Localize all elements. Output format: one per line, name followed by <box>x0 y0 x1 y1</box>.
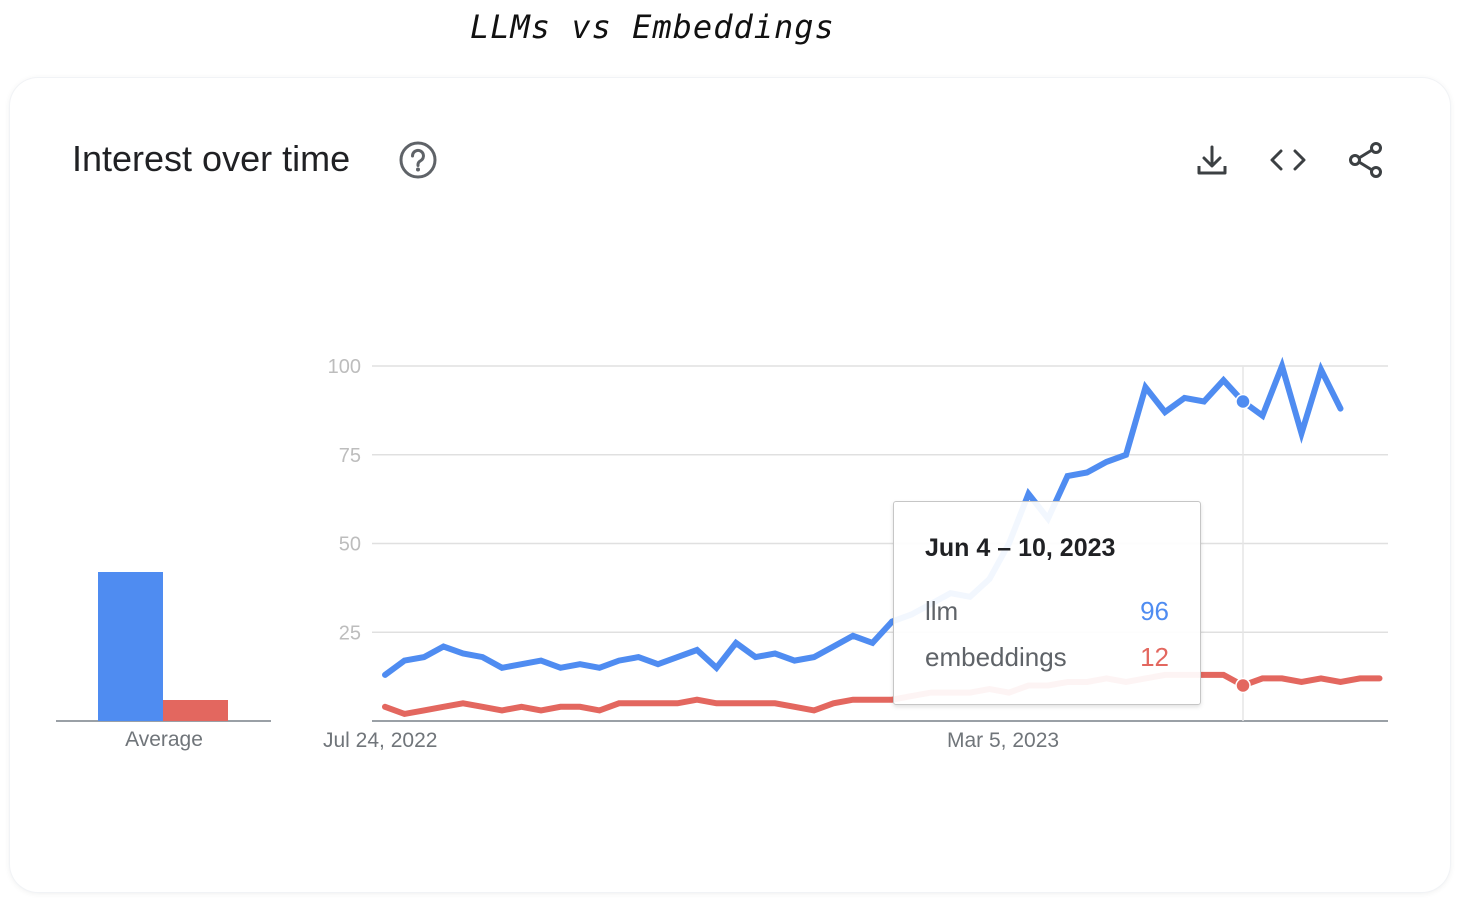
tooltip-series-value: 96 <box>1140 596 1169 626</box>
tooltip-row-embeddings: embeddings 12 <box>925 642 1169 673</box>
average-axis-line <box>56 720 271 722</box>
y-tick-label: 25 <box>339 622 361 644</box>
help-circle-icon[interactable] <box>398 140 438 180</box>
highlight-point-embeddings <box>1235 677 1251 694</box>
series-line-embeddings <box>382 671 1383 717</box>
y-tick-label: 75 <box>339 445 361 467</box>
tooltip-series-value: 12 <box>1140 642 1169 672</box>
average-label: Average <box>125 728 203 751</box>
card-title: Interest over time <box>72 138 351 179</box>
share-icon[interactable] <box>1346 140 1386 180</box>
y-tick-label: 50 <box>339 534 361 556</box>
tooltip-date: Jun 4 – 10, 2023 <box>925 534 1116 562</box>
download-icon[interactable] <box>1192 140 1232 180</box>
tooltip-series-name: embeddings <box>925 642 1067 672</box>
series-line-llm <box>382 356 1344 678</box>
average-bar-embeddings[interactable] <box>163 699 228 721</box>
tooltip-series-name: llm <box>925 596 959 626</box>
hover-tooltip: Jun 4 – 10, 2023 llm 96 embeddings 12 <box>893 501 1201 705</box>
code-icon[interactable] <box>1268 140 1308 180</box>
highlight-point-llm <box>1235 393 1251 410</box>
handwritten-title: LLMs vs Embeddings <box>470 8 835 46</box>
y-tick-label: 100 <box>328 356 361 378</box>
average-bar-llm[interactable] <box>98 571 163 721</box>
interest-over-time-card: Interest over time <box>10 78 1450 892</box>
tooltip-row-llm: llm 96 <box>925 596 1169 627</box>
x-tick-label: Jul 24, 2022 <box>323 729 437 752</box>
x-tick-label: Mar 5, 2023 <box>947 729 1059 752</box>
